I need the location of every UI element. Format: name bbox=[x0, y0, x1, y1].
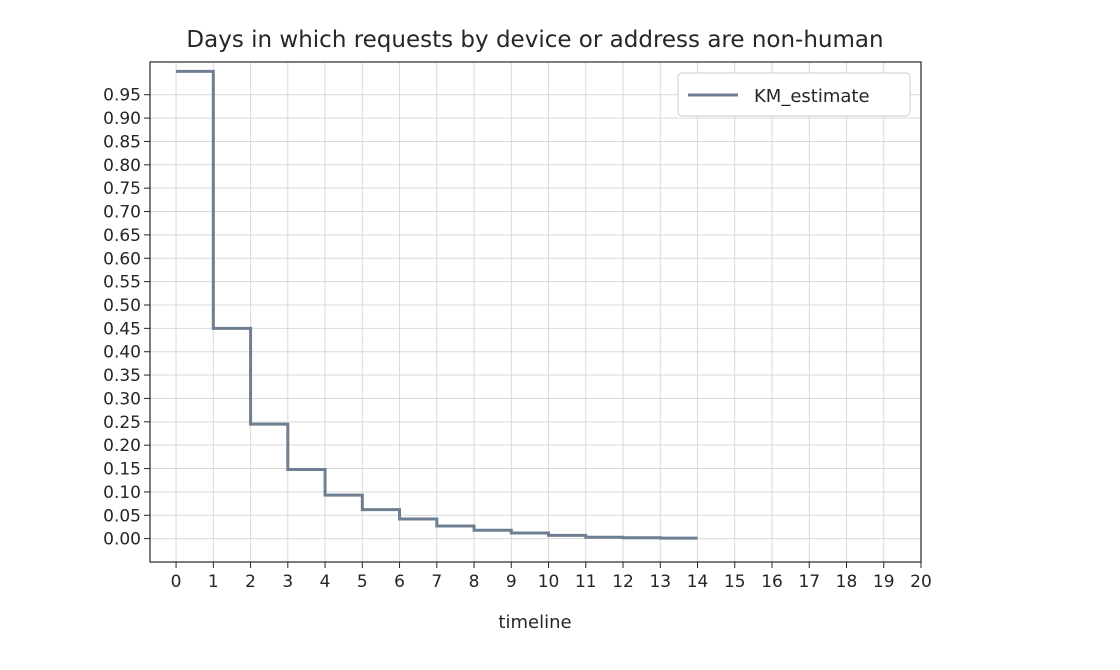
x-tick-label: 19 bbox=[873, 572, 895, 592]
y-tick-label: 0.20 bbox=[103, 436, 141, 456]
x-tick-label: 18 bbox=[836, 572, 858, 592]
y-tick-label: 0.95 bbox=[103, 86, 141, 106]
y-tick-label: 0.90 bbox=[103, 109, 141, 129]
y-tick-label: 0.50 bbox=[103, 296, 141, 316]
y-tick-label: 0.05 bbox=[103, 506, 141, 526]
x-tick-label: 17 bbox=[798, 572, 820, 592]
x-tick-label: 20 bbox=[910, 572, 932, 592]
x-tick-label: 5 bbox=[357, 572, 368, 592]
x-tick-label: 14 bbox=[687, 572, 709, 592]
x-tick-label: 9 bbox=[506, 572, 517, 592]
chart-title: Days in which requests by device or addr… bbox=[186, 27, 883, 53]
legend-label-km-estimate: KM_estimate bbox=[754, 86, 870, 107]
x-tick-label: 12 bbox=[612, 572, 634, 592]
x-tick-label: 6 bbox=[394, 572, 405, 592]
x-tick-label: 3 bbox=[282, 572, 293, 592]
y-tick-label: 0.40 bbox=[103, 343, 141, 363]
plot-area-frame bbox=[149, 61, 922, 563]
y-tick-label: 0.35 bbox=[103, 366, 141, 386]
x-tick-label: 1 bbox=[208, 572, 219, 592]
x-axis: 0 1 2 3 4 5 6 7 8 9 10 11 12 13 14 15 16 17 18 19 20 bbox=[171, 562, 932, 592]
y-tick-label: 0.10 bbox=[103, 483, 141, 503]
y-tick-label: 0.55 bbox=[103, 273, 141, 293]
x-tick-label: 16 bbox=[761, 572, 783, 592]
series-line-km-estimate bbox=[176, 69, 698, 540]
x-tick-label: 7 bbox=[431, 572, 442, 592]
x-tick-label: 4 bbox=[320, 572, 331, 592]
y-tick-label: 0.60 bbox=[103, 249, 141, 269]
x-tick-label: 2 bbox=[245, 572, 256, 592]
y-tick-label: 0.15 bbox=[103, 460, 141, 480]
y-tick-label: 0.25 bbox=[103, 413, 141, 433]
x-tick-label: 8 bbox=[469, 572, 480, 592]
y-tick-label: 0.30 bbox=[103, 389, 141, 409]
legend: KM_estimate bbox=[677, 72, 911, 117]
y-tick-label: 0.85 bbox=[103, 132, 141, 152]
y-tick-label: 0.45 bbox=[103, 319, 141, 339]
y-tick-label: 0.80 bbox=[103, 156, 141, 176]
y-tick-label: 0.65 bbox=[103, 226, 141, 246]
y-tick-label: 0.75 bbox=[103, 179, 141, 199]
x-tick-label: 0 bbox=[171, 572, 182, 592]
x-tick-label: 11 bbox=[575, 572, 597, 592]
grid bbox=[150, 62, 922, 562]
x-tick-label: 10 bbox=[538, 572, 560, 592]
series-layer bbox=[176, 69, 698, 540]
y-tick-label: 0.70 bbox=[103, 203, 141, 223]
x-tick-label: 15 bbox=[724, 572, 746, 592]
y-tick-label: 0.00 bbox=[103, 530, 141, 550]
x-axis-label: timeline bbox=[498, 612, 571, 633]
legend-box bbox=[677, 72, 911, 117]
y-axis: 0.00 0.05 0.10 0.15 0.20 0.25 0.30 0.35 0.40 0.45… bbox=[103, 86, 150, 550]
x-tick-label: 13 bbox=[649, 572, 671, 592]
